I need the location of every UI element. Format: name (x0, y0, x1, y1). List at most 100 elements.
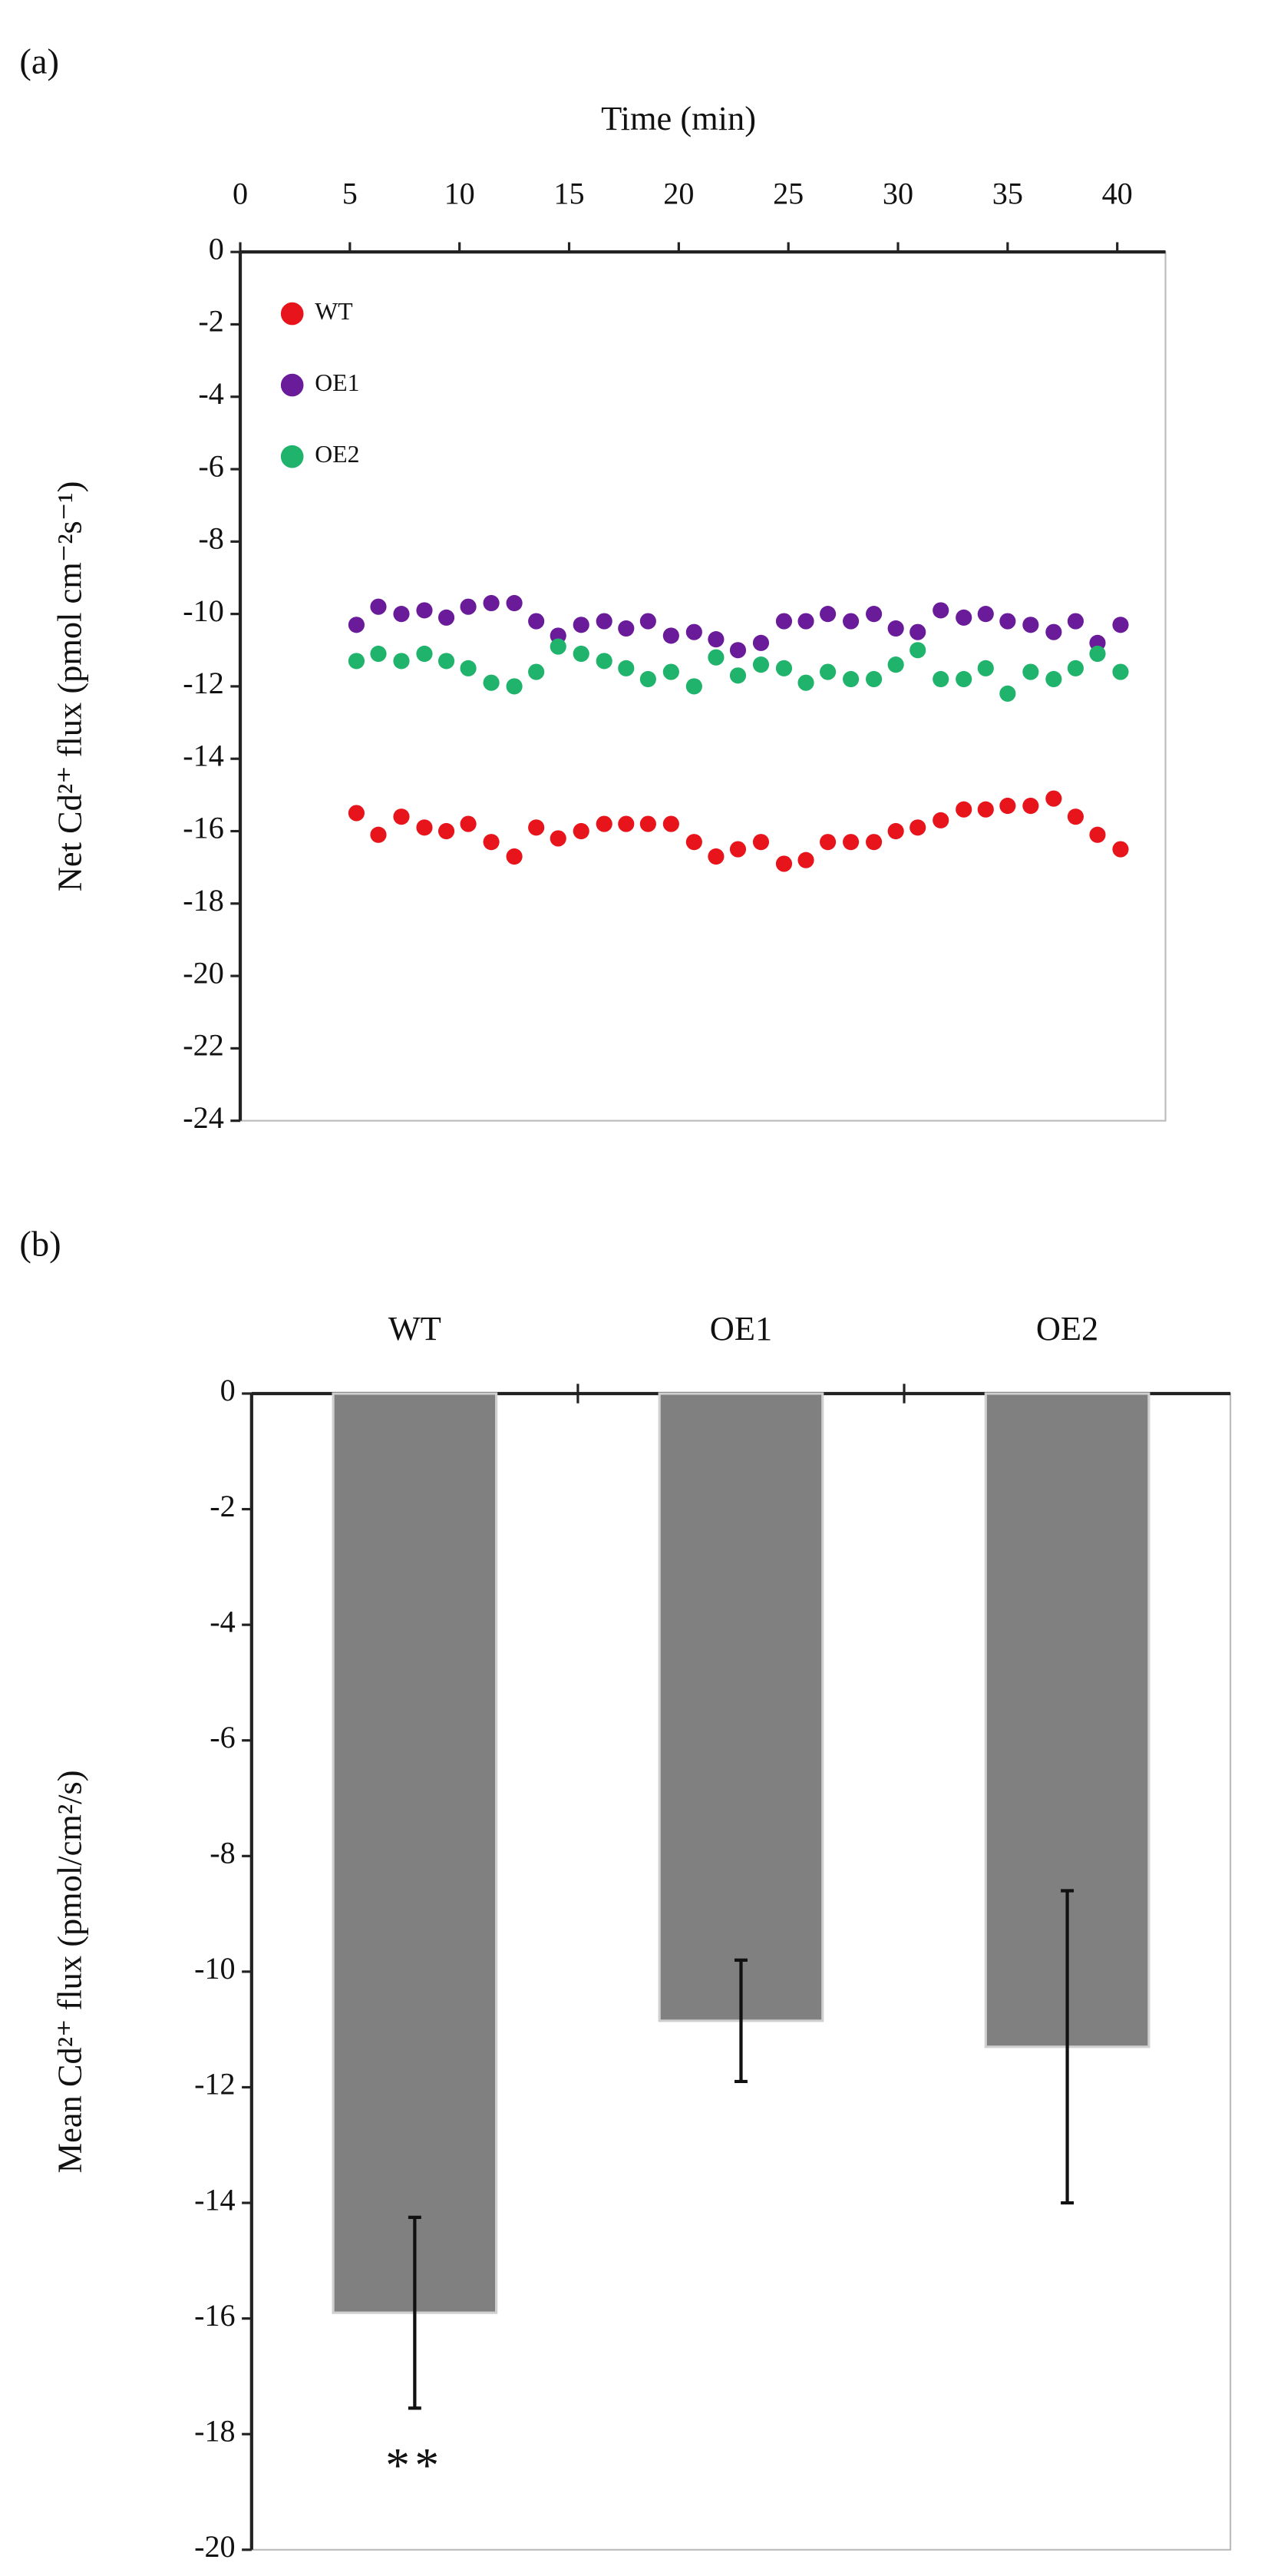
x-tick-label: 25 (773, 176, 804, 210)
data-point (1022, 617, 1039, 633)
y-tick-label: 0 (220, 1373, 236, 1407)
data-point (1022, 663, 1039, 680)
data-point (506, 594, 523, 612)
data-point (618, 660, 635, 676)
category-label: OE2 (1036, 1309, 1098, 1348)
data-point (752, 634, 770, 651)
y-tick-label: -8 (198, 521, 223, 556)
data-point (910, 819, 926, 836)
data-point (843, 670, 860, 688)
y-tick-label: -18 (194, 2413, 236, 2448)
data-point (797, 613, 814, 630)
data-point (550, 830, 566, 847)
x-tick-label: 5 (342, 176, 358, 210)
data-point (1112, 617, 1129, 633)
data-point (866, 606, 883, 623)
data-point (662, 815, 679, 832)
data-point (483, 594, 500, 612)
data-point (933, 670, 949, 688)
data-point (956, 670, 972, 688)
data-point (348, 653, 365, 670)
data-point (596, 815, 612, 832)
data-point (1067, 613, 1084, 630)
data-point (1089, 826, 1106, 843)
data-point (573, 617, 589, 633)
data-point (685, 834, 702, 851)
data-point (708, 848, 725, 865)
data-point (797, 852, 814, 868)
data-point (506, 678, 523, 695)
y-tick-label: -24 (183, 1100, 224, 1135)
panel-label: (b) (19, 1225, 61, 1264)
data-point (393, 809, 410, 825)
data-point (999, 797, 1016, 815)
data-point (752, 656, 770, 673)
data-point (370, 826, 387, 843)
data-point (843, 613, 860, 630)
data-point (437, 822, 455, 840)
data-point (550, 638, 566, 655)
data-point (528, 663, 545, 680)
data-point (1045, 623, 1062, 640)
data-point (393, 653, 410, 670)
y-tick-label: -18 (183, 883, 224, 918)
data-point (573, 822, 589, 840)
data-point (528, 819, 545, 836)
data-point (820, 834, 837, 851)
data-point (618, 815, 635, 832)
legend-label: OE1 (315, 369, 359, 396)
data-point (708, 631, 725, 648)
data-point (956, 801, 972, 818)
y-tick-label: -20 (194, 2529, 236, 2564)
y-axis-label: Mean Cd²⁺ flux (pmol/cm²/s) (50, 1770, 88, 2173)
data-point (956, 609, 972, 626)
y-tick-label: -4 (210, 1604, 235, 1639)
data-point (775, 660, 793, 676)
y-tick-label: -12 (194, 2067, 236, 2101)
legend-marker (280, 302, 304, 326)
data-point (977, 801, 994, 818)
legend-marker (280, 373, 304, 397)
data-point (506, 848, 523, 865)
legend-label: OE2 (315, 441, 359, 468)
data-point (437, 653, 455, 670)
x-axis-label: Time (min) (601, 99, 756, 137)
data-point (887, 620, 904, 637)
data-point (977, 606, 994, 623)
data-point (639, 670, 656, 688)
y-tick-label: -16 (183, 811, 224, 845)
data-point (866, 834, 883, 851)
data-point (843, 834, 860, 851)
x-tick-label: 20 (663, 176, 694, 210)
data-point (662, 663, 679, 680)
x-tick-label: 35 (992, 176, 1023, 210)
legend-marker (280, 445, 304, 468)
data-point (416, 645, 433, 663)
data-point (370, 598, 387, 615)
y-tick-label: -4 (198, 376, 223, 411)
data-point (416, 819, 433, 836)
data-point (460, 815, 477, 832)
data-point (1067, 809, 1084, 825)
x-tick-label: 40 (1102, 176, 1133, 210)
data-point (820, 606, 837, 623)
data-point (887, 822, 904, 840)
y-tick-label: -16 (194, 2298, 236, 2333)
data-point (887, 656, 904, 673)
x-tick-label: 0 (233, 176, 248, 210)
category-label: WT (388, 1309, 441, 1348)
data-point (708, 649, 725, 666)
data-point (483, 674, 500, 691)
data-point (437, 609, 455, 626)
data-point (596, 653, 612, 670)
data-point (416, 602, 433, 619)
y-tick-label: 0 (209, 231, 224, 266)
data-point (370, 645, 387, 663)
y-tick-label: -8 (210, 1836, 235, 1870)
y-tick-label: -22 (183, 1028, 224, 1063)
plot-frame (239, 251, 1167, 1122)
y-tick-label: -14 (183, 738, 224, 772)
data-point (977, 660, 994, 676)
y-tick-label: -6 (198, 448, 223, 483)
y-tick-label: -20 (183, 955, 224, 990)
